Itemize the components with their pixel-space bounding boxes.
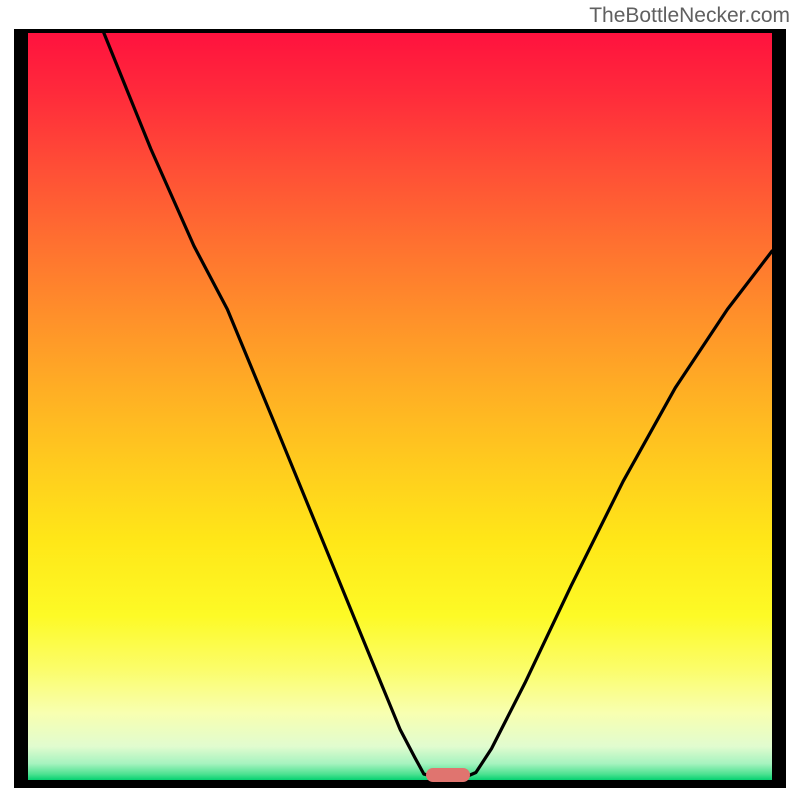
minimum-marker <box>426 768 470 782</box>
bottleneck-curve <box>0 0 800 800</box>
chart-container: TheBottleNecker.com <box>0 0 800 800</box>
watermark-text: TheBottleNecker.com <box>589 4 790 28</box>
curve-path <box>104 33 772 777</box>
